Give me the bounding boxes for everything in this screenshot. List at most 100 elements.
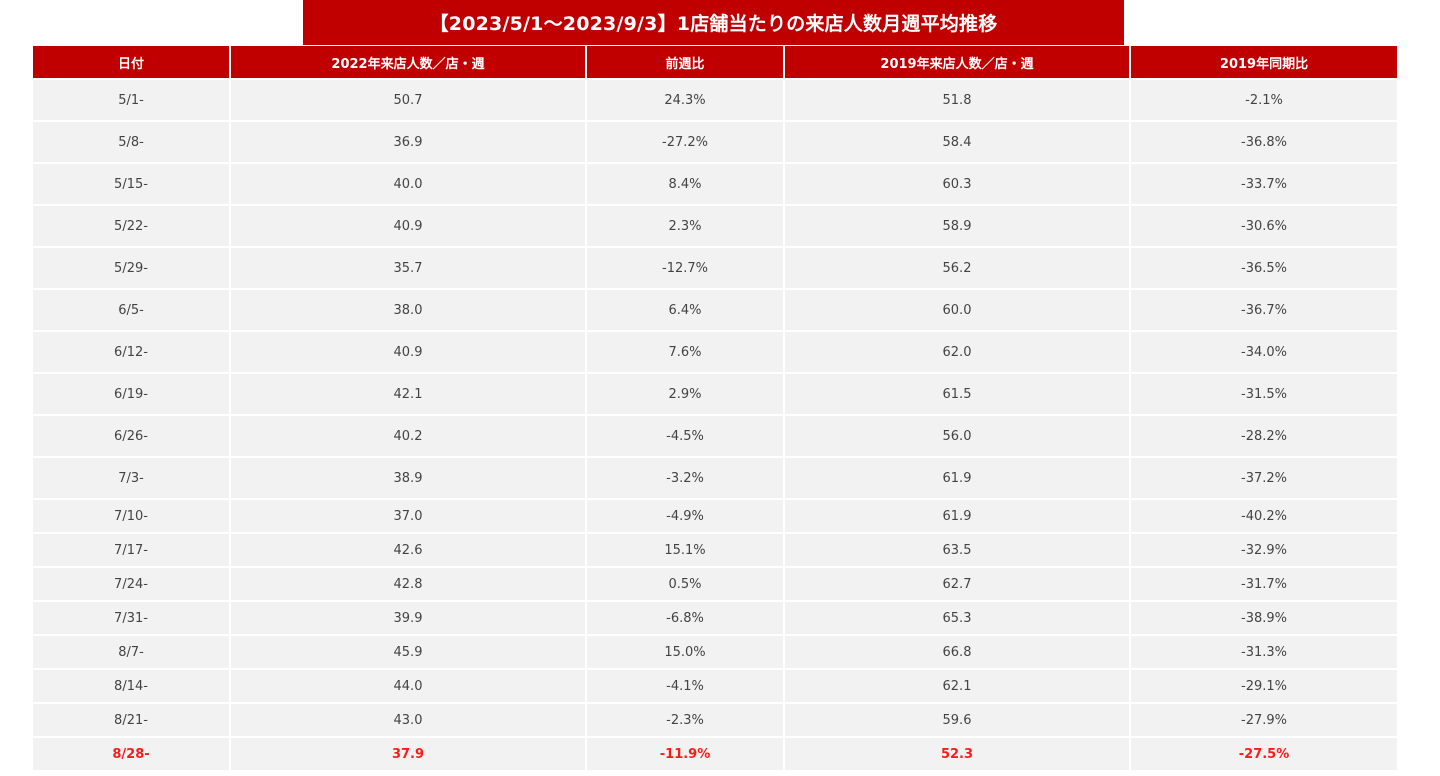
vs-2019-cell: -27.9%	[1129, 702, 1399, 738]
date-cell: 6/12-	[31, 330, 231, 374]
visitors-2019-cell: 56.0	[783, 414, 1131, 458]
date-cell: 6/26-	[31, 414, 231, 458]
visitors-2022-cell: 42.1	[229, 372, 587, 416]
header-visitors-2022: 2022年来店人数／店・週	[229, 46, 587, 79]
table-row: 6/12- 40.9 7.6% 62.0 -34.0%	[31, 330, 1399, 374]
vs-2019-cell: -32.9%	[1129, 532, 1399, 568]
table-row: 5/29- 35.7 -12.7% 56.2 -36.5%	[31, 246, 1399, 290]
vs-2019-cell: -28.2%	[1129, 414, 1399, 458]
week-over-week-cell: 6.4%	[585, 288, 785, 332]
table-body: 5/1- 50.7 24.3% 51.8 -2.1% 5/8- 36.9 -27.2% 58.4…	[31, 78, 1399, 772]
header-week-over-week: 前週比	[585, 46, 785, 79]
date-cell: 7/17-	[31, 532, 231, 568]
vs-2019-cell: -2.1%	[1129, 78, 1399, 122]
header-date: 日付	[31, 46, 231, 79]
vs-2019-cell: -30.6%	[1129, 204, 1399, 248]
visitors-2019-cell: 65.3	[783, 600, 1131, 636]
date-cell: 7/3-	[31, 456, 231, 500]
vs-2019-cell: -34.0%	[1129, 330, 1399, 374]
visitors-2022-cell: 37.9	[229, 736, 587, 772]
visitors-2019-cell: 60.3	[783, 162, 1131, 206]
vs-2019-cell: -31.5%	[1129, 372, 1399, 416]
visitors-2019-cell: 51.8	[783, 78, 1131, 122]
table-row: 6/5- 38.0 6.4% 60.0 -36.7%	[31, 288, 1399, 332]
visitors-2022-cell: 35.7	[229, 246, 587, 290]
table-row: 8/28- 37.9 -11.9% 52.3 -27.5%	[31, 736, 1399, 772]
visitors-2022-cell: 38.9	[229, 456, 587, 500]
date-cell: 7/31-	[31, 600, 231, 636]
table-row: 5/8- 36.9 -27.2% 58.4 -36.8%	[31, 120, 1399, 164]
table-title: 【2023/5/1～2023/9/3】1店舗当たりの来店人数月週平均推移	[303, 0, 1124, 45]
week-over-week-cell: -3.2%	[585, 456, 785, 500]
visitors-2019-cell: 58.9	[783, 204, 1131, 248]
visitors-2019-cell: 66.8	[783, 634, 1131, 670]
visitors-2019-cell: 62.7	[783, 566, 1131, 602]
date-cell: 5/15-	[31, 162, 231, 206]
table-row: 5/1- 50.7 24.3% 51.8 -2.1%	[31, 78, 1399, 122]
week-over-week-cell: 15.0%	[585, 634, 785, 670]
visitor-data-table: 日付 2022年来店人数／店・週 前週比 2019年来店人数／店・週 2019年…	[31, 46, 1399, 772]
week-over-week-cell: 24.3%	[585, 78, 785, 122]
visitors-2022-cell: 40.2	[229, 414, 587, 458]
week-over-week-cell: -4.1%	[585, 668, 785, 704]
vs-2019-cell: -31.3%	[1129, 634, 1399, 670]
vs-2019-cell: -29.1%	[1129, 668, 1399, 704]
visitors-2022-cell: 45.9	[229, 634, 587, 670]
visitors-2022-cell: 42.6	[229, 532, 587, 568]
vs-2019-cell: -27.5%	[1129, 736, 1399, 772]
week-over-week-cell: 2.3%	[585, 204, 785, 248]
date-cell: 8/28-	[31, 736, 231, 772]
date-cell: 5/8-	[31, 120, 231, 164]
date-cell: 7/24-	[31, 566, 231, 602]
week-over-week-cell: 7.6%	[585, 330, 785, 374]
header-visitors-2019: 2019年来店人数／店・週	[783, 46, 1131, 79]
visitors-2022-cell: 42.8	[229, 566, 587, 602]
visitors-2022-cell: 36.9	[229, 120, 587, 164]
date-cell: 5/29-	[31, 246, 231, 290]
visitors-2019-cell: 62.0	[783, 330, 1131, 374]
week-over-week-cell: 2.9%	[585, 372, 785, 416]
date-cell: 8/21-	[31, 702, 231, 738]
visitors-2022-cell: 37.0	[229, 498, 587, 534]
vs-2019-cell: -36.5%	[1129, 246, 1399, 290]
table-row: 8/14- 44.0 -4.1% 62.1 -29.1%	[31, 668, 1399, 704]
week-over-week-cell: -4.9%	[585, 498, 785, 534]
table-row: 5/15- 40.0 8.4% 60.3 -33.7%	[31, 162, 1399, 206]
table-row: 6/26- 40.2 -4.5% 56.0 -28.2%	[31, 414, 1399, 458]
visitors-2022-cell: 40.9	[229, 330, 587, 374]
table-row: 7/17- 42.6 15.1% 63.5 -32.9%	[31, 532, 1399, 568]
date-cell: 7/10-	[31, 498, 231, 534]
date-cell: 6/5-	[31, 288, 231, 332]
visitors-2019-cell: 58.4	[783, 120, 1131, 164]
week-over-week-cell: -11.9%	[585, 736, 785, 772]
vs-2019-cell: -40.2%	[1129, 498, 1399, 534]
table-row: 7/10- 37.0 -4.9% 61.9 -40.2%	[31, 498, 1399, 534]
vs-2019-cell: -36.8%	[1129, 120, 1399, 164]
visitors-2019-cell: 63.5	[783, 532, 1131, 568]
visitors-2022-cell: 40.0	[229, 162, 587, 206]
week-over-week-cell: -27.2%	[585, 120, 785, 164]
visitors-2022-cell: 50.7	[229, 78, 587, 122]
visitors-2019-cell: 61.9	[783, 498, 1131, 534]
date-cell: 5/1-	[31, 78, 231, 122]
table-row: 8/7- 45.9 15.0% 66.8 -31.3%	[31, 634, 1399, 670]
vs-2019-cell: -38.9%	[1129, 600, 1399, 636]
table-row: 7/3- 38.9 -3.2% 61.9 -37.2%	[31, 456, 1399, 500]
visitors-2019-cell: 61.9	[783, 456, 1131, 500]
visitors-2019-cell: 52.3	[783, 736, 1131, 772]
vs-2019-cell: -33.7%	[1129, 162, 1399, 206]
week-over-week-cell: -2.3%	[585, 702, 785, 738]
visitors-2022-cell: 44.0	[229, 668, 587, 704]
table-row: 7/24- 42.8 0.5% 62.7 -31.7%	[31, 566, 1399, 602]
week-over-week-cell: 0.5%	[585, 566, 785, 602]
header-vs-2019: 2019年同期比	[1129, 46, 1399, 79]
header-row: 日付 2022年来店人数／店・週 前週比 2019年来店人数／店・週 2019年…	[31, 46, 1399, 79]
table-row: 8/21- 43.0 -2.3% 59.6 -27.9%	[31, 702, 1399, 738]
vs-2019-cell: -37.2%	[1129, 456, 1399, 500]
week-over-week-cell: 15.1%	[585, 532, 785, 568]
visitors-2019-cell: 60.0	[783, 288, 1131, 332]
date-cell: 8/14-	[31, 668, 231, 704]
date-cell: 5/22-	[31, 204, 231, 248]
vs-2019-cell: -36.7%	[1129, 288, 1399, 332]
visitors-2019-cell: 59.6	[783, 702, 1131, 738]
